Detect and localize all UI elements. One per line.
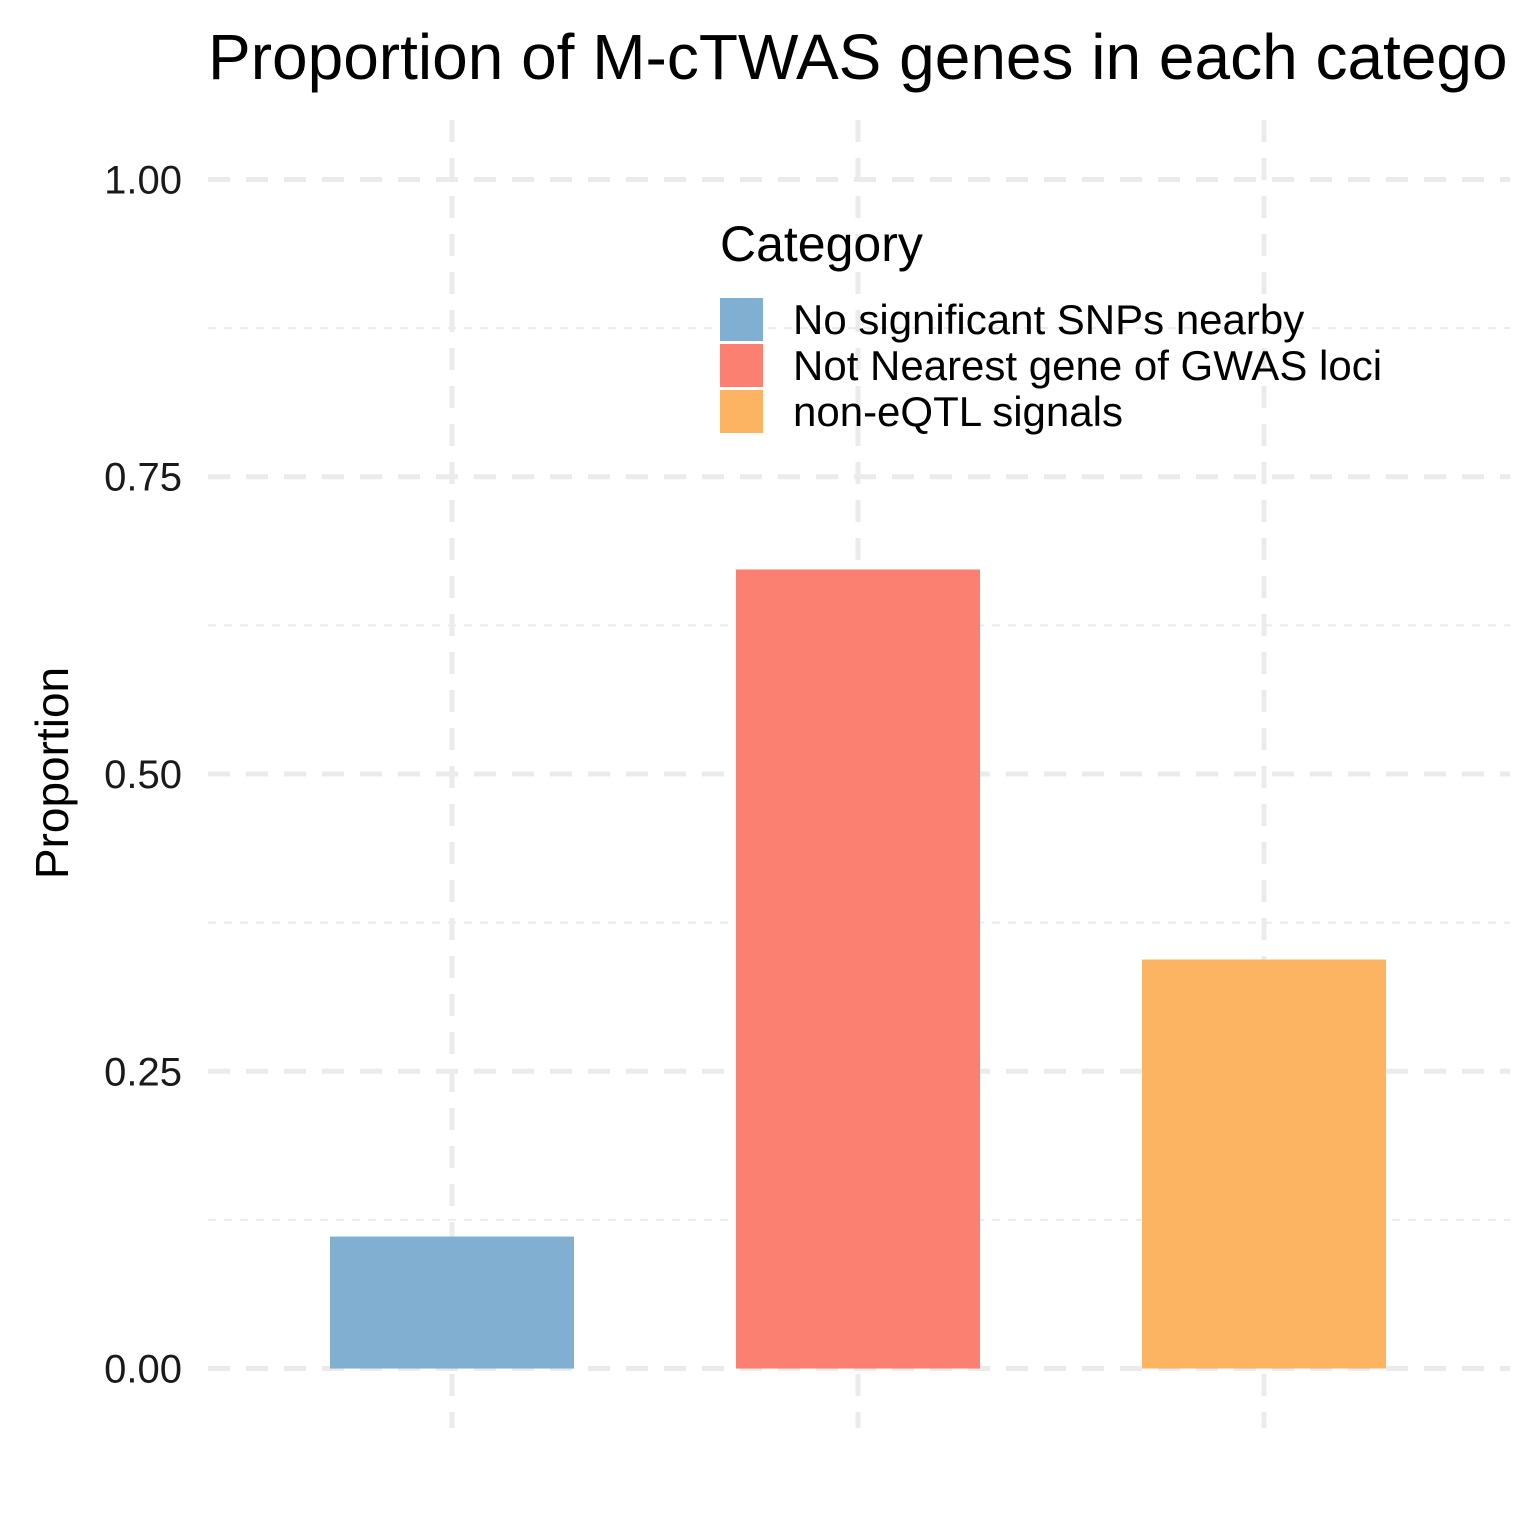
y-tick-label: 0.25 [104, 1050, 182, 1094]
legend-title: Category [720, 216, 923, 272]
bars [330, 569, 1386, 1369]
y-tick-label: 0.50 [104, 753, 182, 797]
bar-1 [330, 1236, 574, 1369]
y-tick-label: 0.00 [104, 1348, 182, 1392]
y-tick-label: 0.75 [104, 456, 182, 500]
legend-label: Not Nearest gene of GWAS loci [793, 342, 1382, 389]
chart-title: Proportion of M-cTWAS genes in each cate… [208, 21, 1508, 93]
legend-label: No significant SNPs nearby [793, 296, 1304, 343]
y-axis-title: Proportion [26, 667, 78, 879]
y-tick-labels: 0.00 0.25 0.50 0.75 1.00 [104, 158, 182, 1391]
y-tick-label: 1.00 [104, 158, 182, 202]
legend-swatch [720, 298, 763, 341]
legend-swatch [720, 390, 763, 433]
bar-3 [1142, 959, 1386, 1369]
legend-swatch [720, 344, 763, 387]
bar-2 [736, 569, 980, 1369]
legend-label: non-eQTL signals [793, 388, 1123, 435]
